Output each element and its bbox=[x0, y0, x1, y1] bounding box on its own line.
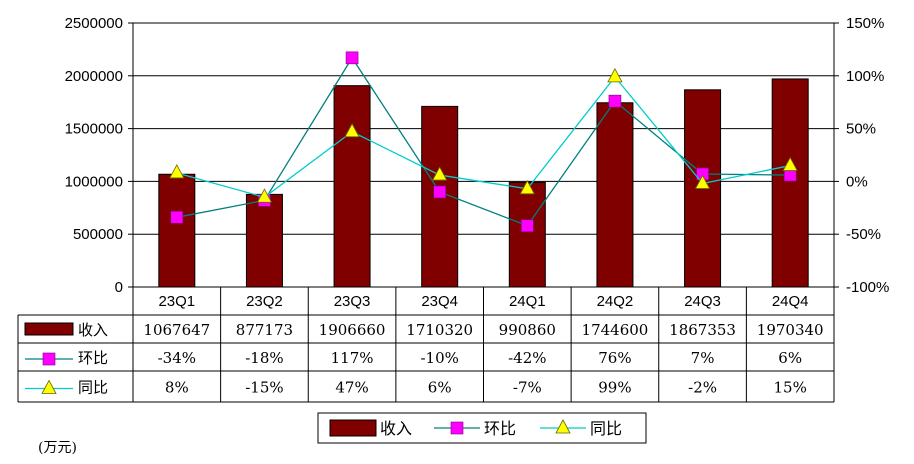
legend-label: 环比 bbox=[484, 419, 516, 438]
legend-key-marker bbox=[555, 419, 571, 434]
point-marker-square bbox=[433, 185, 446, 199]
legend-key-bar bbox=[329, 419, 377, 437]
plot-area: 0 500000 1000000 1500000 2000000 2500000 -100%… bbox=[65, 15, 890, 296]
y-left-tick-label: 0 bbox=[115, 279, 123, 296]
bar bbox=[158, 173, 196, 288]
y-left-tick-label: 1500000 bbox=[65, 121, 123, 138]
point-marker-triangle bbox=[782, 156, 798, 171]
table-cell: -18% bbox=[245, 349, 283, 367]
table-cell: -7% bbox=[513, 379, 542, 397]
table-cell: 1867353 bbox=[669, 321, 736, 339]
point-marker-triangle bbox=[694, 174, 711, 189]
y-left-tick-label: 500000 bbox=[73, 226, 123, 243]
table-cell: 990860 bbox=[499, 321, 556, 339]
series-line-1 bbox=[176, 56, 791, 227]
table-cell: -15% bbox=[245, 379, 283, 397]
bar bbox=[771, 78, 809, 288]
x-tick-label: 23Q1 bbox=[158, 293, 195, 310]
table-cell: 7% bbox=[691, 349, 715, 367]
row-key-bar bbox=[24, 322, 74, 336]
row-header-label: 收入 bbox=[78, 321, 108, 339]
table-cell: 1970340 bbox=[757, 321, 824, 339]
legend-label: 同比 bbox=[590, 419, 622, 438]
y-right-tick-label: -50% bbox=[846, 226, 881, 243]
table-cell: -42% bbox=[508, 349, 546, 367]
point-marker-triangle bbox=[344, 122, 360, 138]
table-cell: -2% bbox=[688, 379, 717, 397]
legend-label: 收入 bbox=[380, 419, 412, 438]
table-cell: 6% bbox=[778, 349, 802, 367]
table-cell: 1744600 bbox=[582, 321, 649, 339]
x-tick-label: 23Q4 bbox=[421, 293, 458, 310]
table-cell: 877173 bbox=[236, 321, 293, 339]
y-right-tick-label: 0% bbox=[846, 173, 868, 190]
x-tick-label: 23Q2 bbox=[246, 293, 283, 310]
x-tick-label: 24Q1 bbox=[509, 293, 546, 310]
point-marker-triangle bbox=[519, 179, 535, 195]
row-header-label: 环比 bbox=[78, 349, 108, 367]
table-cell: 76% bbox=[598, 349, 631, 367]
table-cell: 1906660 bbox=[319, 321, 386, 339]
unit-note: (万元) bbox=[38, 440, 77, 456]
bar bbox=[333, 85, 371, 288]
x-tick-label: 24Q3 bbox=[684, 293, 721, 310]
table-cell: 8% bbox=[165, 379, 189, 397]
y-left-tick-label: 2500000 bbox=[65, 15, 123, 32]
y-right-tick-label: 50% bbox=[846, 121, 876, 138]
x-tick-label: 23Q3 bbox=[334, 293, 371, 310]
y-left-tick-label: 2000000 bbox=[65, 68, 123, 85]
table-cell: 15% bbox=[774, 379, 807, 397]
row-header-label: 同比 bbox=[78, 379, 108, 397]
legend-key-marker bbox=[450, 421, 464, 435]
table-cell: 1710320 bbox=[406, 321, 473, 339]
point-marker-square bbox=[608, 94, 622, 108]
table-cell: -10% bbox=[420, 349, 458, 367]
point-marker-triangle bbox=[432, 166, 448, 181]
point-marker-triangle bbox=[607, 68, 623, 83]
table-cell: 117% bbox=[331, 349, 374, 367]
bar bbox=[245, 193, 283, 288]
point-marker-square bbox=[170, 211, 184, 224]
table-cell: -34% bbox=[158, 349, 196, 367]
point-marker-square bbox=[345, 51, 359, 65]
point-marker-triangle bbox=[169, 164, 185, 179]
y-right-tick-label: 150% bbox=[846, 15, 884, 32]
y-right-tick-label: 100% bbox=[846, 68, 884, 85]
table-cell: 1067647 bbox=[143, 321, 210, 339]
table-cell: 99% bbox=[598, 379, 631, 397]
row-key-marker bbox=[42, 352, 56, 366]
y-left-tick-label: 1000000 bbox=[65, 173, 123, 190]
table-cell: 6% bbox=[428, 379, 452, 397]
legend: 收入 环比 同比 bbox=[317, 412, 647, 444]
series-line-2 bbox=[176, 75, 791, 198]
x-tick-label: 24Q4 bbox=[772, 293, 809, 310]
row-key-marker bbox=[41, 379, 57, 394]
x-tick-label: 24Q2 bbox=[597, 293, 634, 310]
table-cell: 47% bbox=[335, 379, 368, 397]
bar bbox=[508, 181, 546, 288]
y-right-tick-label: -100% bbox=[846, 279, 889, 296]
bar bbox=[596, 102, 634, 288]
data-table: 23Q1 23Q2 23Q3 23Q4 24Q1 24Q2 24Q3 24Q4 1067647 8… bbox=[17, 287, 835, 403]
point-marker-square bbox=[521, 219, 534, 233]
point-marker-triangle bbox=[256, 188, 273, 203]
